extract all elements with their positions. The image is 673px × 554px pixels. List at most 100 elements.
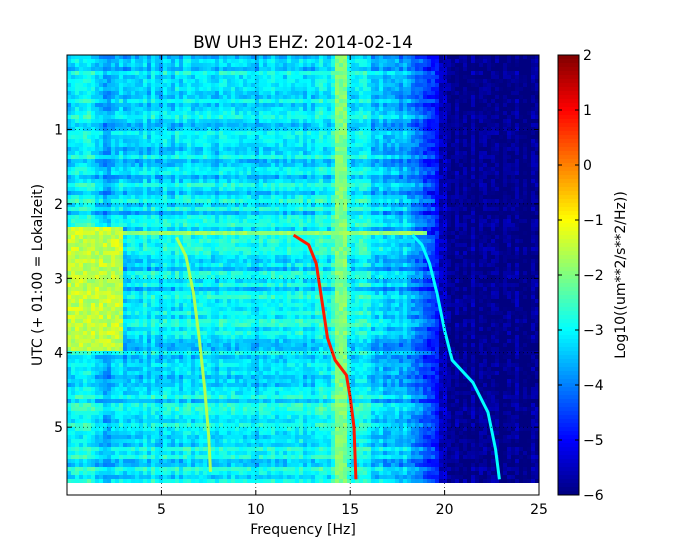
heatmap-cell	[123, 411, 128, 416]
heatmap-cell	[199, 235, 204, 240]
heatmap-cell	[163, 83, 168, 88]
heatmap-cell	[207, 479, 212, 484]
heatmap-cell	[67, 107, 72, 112]
heatmap-cell	[187, 383, 192, 388]
heatmap-cell	[87, 199, 92, 204]
heatmap-cell	[247, 303, 252, 308]
heatmap-cell	[171, 311, 176, 316]
heatmap-cell	[211, 303, 216, 308]
heatmap-cell	[163, 179, 168, 184]
heatmap-cell	[243, 351, 248, 356]
heatmap-cell	[215, 163, 220, 168]
heatmap-cell	[167, 367, 172, 372]
heatmap-cell	[203, 367, 208, 372]
heatmap-cell	[175, 251, 180, 256]
heatmap-cell	[191, 347, 196, 352]
heatmap-cell	[107, 463, 112, 468]
heatmap-cell	[99, 67, 104, 72]
heatmap-cell	[91, 227, 96, 232]
heatmap-cell	[203, 191, 208, 196]
heatmap-cell	[139, 87, 144, 92]
heatmap-cell	[179, 119, 184, 124]
heatmap-cell	[135, 191, 140, 196]
heatmap-cell	[183, 95, 188, 100]
heatmap-cell	[159, 403, 164, 408]
heatmap-cell	[123, 403, 128, 408]
heatmap-cell	[159, 347, 164, 352]
heatmap-cell	[195, 295, 200, 300]
heatmap-cell	[147, 87, 152, 92]
heatmap-cell	[107, 399, 112, 404]
heatmap-cell	[191, 151, 196, 156]
heatmap-cell	[207, 219, 212, 224]
heatmap-cell	[87, 451, 92, 456]
heatmap-cell	[99, 315, 104, 320]
heatmap-cell	[175, 399, 180, 404]
heatmap-cell	[127, 263, 132, 268]
heatmap-cell	[211, 215, 216, 220]
heatmap-cell	[119, 255, 124, 260]
heatmap-cell	[163, 371, 168, 376]
heatmap-cell	[175, 183, 180, 188]
heatmap-cell	[139, 363, 144, 368]
heatmap-cell	[251, 287, 256, 292]
heatmap-cell	[203, 447, 208, 452]
heatmap-cell	[107, 439, 112, 444]
heatmap-cell	[67, 311, 72, 316]
heatmap-cell	[87, 347, 92, 352]
heatmap-cell	[207, 95, 212, 100]
heatmap-cell	[219, 215, 224, 220]
heatmap-cell	[179, 379, 184, 384]
heatmap-cell	[103, 379, 108, 384]
heatmap-cell	[143, 391, 148, 396]
heatmap-cell	[239, 207, 244, 212]
heatmap-cell	[199, 139, 204, 144]
heatmap-cell	[127, 95, 132, 100]
heatmap-cell	[163, 287, 168, 292]
heatmap-cell	[75, 479, 80, 484]
heatmap-cell	[139, 163, 144, 168]
heatmap-cell	[103, 167, 108, 172]
heatmap-cell	[219, 363, 224, 368]
heatmap-cell	[227, 143, 232, 148]
heatmap-cell	[195, 135, 200, 140]
heatmap-cell	[131, 135, 136, 140]
heatmap-cell	[235, 203, 240, 208]
heatmap-cell	[119, 87, 124, 92]
heatmap-cell	[211, 307, 216, 312]
heatmap-cell	[195, 263, 200, 268]
heatmap-cell	[79, 323, 84, 328]
heatmap-cell	[227, 411, 232, 416]
heatmap-cell	[167, 263, 172, 268]
heatmap-cell	[127, 195, 132, 200]
heatmap-cell	[167, 259, 172, 264]
heatmap-cell	[247, 199, 252, 204]
heatmap-cell	[171, 115, 176, 120]
heatmap-cell	[183, 219, 188, 224]
heatmap-cell	[179, 283, 184, 288]
heatmap-cell	[223, 259, 228, 264]
heatmap-cell	[131, 115, 136, 120]
heatmap-cell	[167, 187, 172, 192]
heatmap-cell	[123, 375, 128, 380]
heatmap-cell	[175, 187, 180, 192]
heatmap-cell	[67, 339, 72, 344]
heatmap-cell	[163, 459, 168, 464]
heatmap-cell	[183, 247, 188, 252]
heatmap-cell	[211, 155, 216, 160]
heatmap-cell	[191, 403, 196, 408]
heatmap-cell	[219, 103, 224, 108]
heatmap-cell	[103, 103, 108, 108]
heatmap-cell	[175, 407, 180, 412]
heatmap-cell	[135, 451, 140, 456]
heatmap-cell	[95, 307, 100, 312]
heatmap-cell	[147, 431, 152, 436]
heatmap-cell	[119, 59, 124, 64]
heatmap-cell	[115, 443, 120, 448]
heatmap-cell	[203, 415, 208, 420]
heatmap-cell	[187, 227, 192, 232]
heatmap-cell	[123, 235, 128, 240]
heatmap-cell	[175, 415, 180, 420]
heatmap-cell	[167, 71, 172, 76]
heatmap-cell	[119, 347, 124, 352]
